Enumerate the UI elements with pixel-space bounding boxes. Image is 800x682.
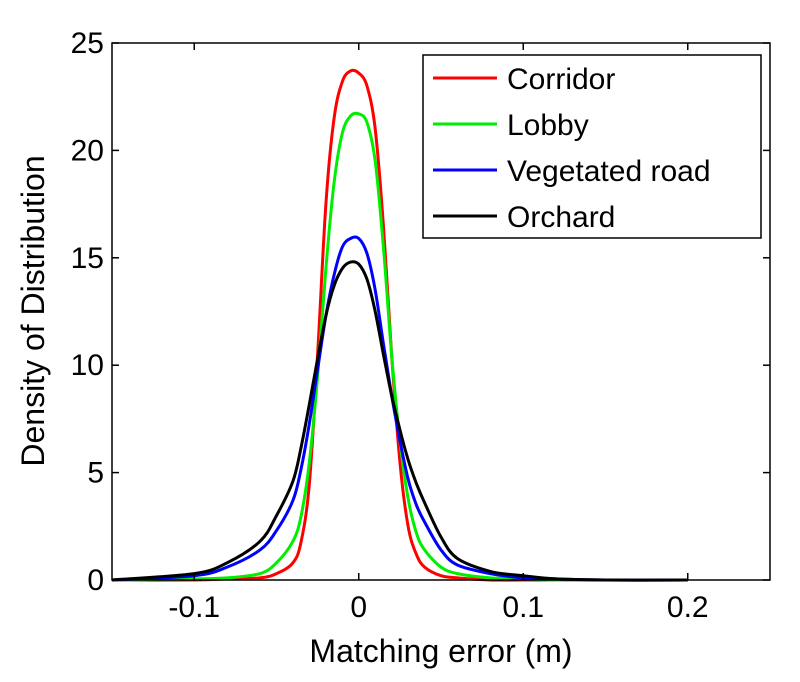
plot-frame bbox=[111, 42, 771, 581]
x-tick-label: 0.2 bbox=[667, 591, 709, 624]
series-layer bbox=[111, 68, 688, 582]
legend: Corridor Lobby Vegetated road Orchard bbox=[422, 54, 762, 239]
legend-label-lobby: Lobby bbox=[507, 109, 589, 142]
y-tick-label: 10 bbox=[71, 349, 104, 382]
legend-label-orchard: Orchard bbox=[507, 201, 615, 234]
series-line-orchard bbox=[111, 260, 688, 582]
y-tick-label: 25 bbox=[71, 27, 104, 60]
series-line-vegetated-road bbox=[111, 235, 688, 582]
series-line-corridor bbox=[111, 68, 688, 582]
y-tick-label: 20 bbox=[71, 134, 104, 167]
y-tick-label: 0 bbox=[87, 564, 104, 597]
y-tick-label: 5 bbox=[87, 457, 104, 490]
tick-layer: -0.1 0 0.1 0.2 0 5 10 15 20 25 bbox=[71, 27, 770, 624]
series-line-lobby bbox=[111, 111, 688, 582]
y-axis-label: Density of Distribution bbox=[15, 155, 51, 466]
x-tick-label: 0 bbox=[350, 591, 367, 624]
legend-label-vegetated-road: Vegetated road bbox=[507, 155, 711, 188]
x-tick-label: 0.1 bbox=[502, 591, 544, 624]
legend-label-corridor: Corridor bbox=[507, 63, 615, 96]
x-tick-label: -0.1 bbox=[168, 591, 220, 624]
x-axis-label: Matching error (m) bbox=[309, 633, 572, 669]
legend-box bbox=[422, 54, 762, 239]
y-tick-label: 15 bbox=[71, 242, 104, 275]
